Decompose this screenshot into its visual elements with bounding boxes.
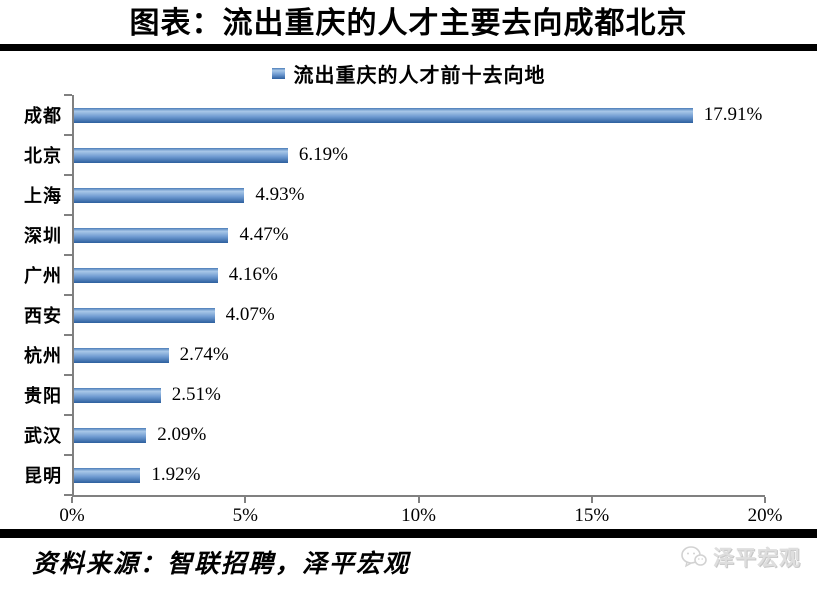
x-axis: 0% 5% 10% 15% 20%: [59, 495, 782, 529]
chart-row: 武汉 2.09%: [24, 414, 765, 455]
bar-track: 2.51%: [74, 375, 765, 415]
x-axis-tick: [764, 497, 766, 503]
title-divider: [0, 44, 817, 51]
value-label: 2.51%: [171, 384, 221, 405]
bar-track: 4.93%: [74, 175, 765, 215]
chart-row: 上海 4.93%: [24, 174, 765, 215]
legend-marker-icon: [271, 67, 285, 79]
watermark-label: 泽平宏观: [713, 546, 801, 570]
x-axis-tick: [590, 497, 593, 503]
bar: [74, 387, 161, 403]
bar: [74, 227, 229, 243]
x-tick-label: 5%: [232, 505, 258, 526]
legend-label: 流出重庆的人才前十去向地: [293, 64, 546, 87]
source-text: 资料来源：智联招聘，泽平宏观: [32, 551, 411, 578]
chart-row: 广州 4.16%: [24, 254, 765, 295]
bar-track: 17.91%: [74, 95, 765, 135]
category-label: 昆明: [24, 466, 62, 486]
x-axis-tick: [244, 497, 247, 503]
bar: [74, 107, 693, 123]
page-title: 图表：流出重庆的人才主要去向成都北京: [129, 7, 688, 40]
x-axis-tick: [417, 497, 420, 503]
bar-track: 2.09%: [74, 415, 765, 455]
value-label: 4.16%: [228, 264, 278, 285]
bar-track: 4.16%: [74, 255, 765, 295]
value-label: 6.19%: [298, 144, 348, 165]
category-label: 成都: [24, 106, 62, 126]
value-label: 4.07%: [225, 304, 275, 325]
x-tick-label: 15%: [574, 505, 610, 526]
source-divider: [0, 529, 817, 538]
footer: 资料来源：智联招聘，泽平宏观 泽平宏观: [0, 538, 817, 586]
wechat-icon: [681, 546, 707, 568]
bar: [74, 147, 288, 163]
bar-chart: 成都 17.91% 北京 6.19% 上海 4.93% 深圳 4.47% 广州 …: [0, 94, 817, 529]
category-label: 广州: [24, 266, 62, 286]
x-tick-label: 10%: [401, 505, 436, 526]
bar: [74, 427, 147, 443]
x-tick-label: 0%: [59, 505, 85, 526]
x-tick-label: 20%: [747, 505, 783, 526]
bar: [74, 187, 245, 203]
bar-track: 6.19%: [74, 135, 765, 175]
value-label: 2.74%: [179, 344, 229, 365]
x-axis-tick: [71, 497, 73, 503]
bar: [74, 467, 141, 483]
category-label: 杭州: [24, 346, 62, 366]
chart-row: 贵阳 2.51%: [24, 374, 765, 415]
bar: [74, 307, 215, 323]
chart-row: 北京 6.19%: [24, 134, 765, 175]
category-label: 深圳: [24, 226, 62, 246]
value-label: 4.47%: [239, 224, 289, 245]
value-label: 1.92%: [151, 464, 201, 485]
bar: [74, 267, 218, 283]
chart-row: 西安 4.07%: [24, 294, 765, 335]
bar-track: 4.07%: [74, 295, 765, 335]
chart-row: 深圳 4.47%: [24, 214, 765, 255]
category-label: 上海: [24, 186, 62, 206]
category-label: 武汉: [24, 426, 62, 446]
chart-row: 昆明 1.92%: [24, 454, 765, 496]
category-label: 西安: [24, 306, 62, 326]
value-label: 4.93%: [255, 184, 305, 205]
bar: [74, 347, 169, 363]
category-label: 北京: [24, 146, 62, 166]
category-label: 贵阳: [24, 386, 62, 406]
bar-track: 2.74%: [74, 335, 765, 375]
chart-row: 成都 17.91%: [24, 94, 765, 135]
bar-track: 4.47%: [74, 215, 765, 255]
bar-track: 1.92%: [74, 455, 765, 495]
watermark: 泽平宏观: [681, 542, 801, 572]
value-label: 2.09%: [157, 424, 207, 445]
chart-rows: 成都 17.91% 北京 6.19% 上海 4.93% 深圳 4.47% 广州 …: [24, 94, 765, 496]
value-label: 17.91%: [703, 104, 763, 125]
legend: 流出重庆的人才前十去向地: [0, 51, 817, 95]
chart-row: 杭州 2.74%: [24, 334, 765, 375]
